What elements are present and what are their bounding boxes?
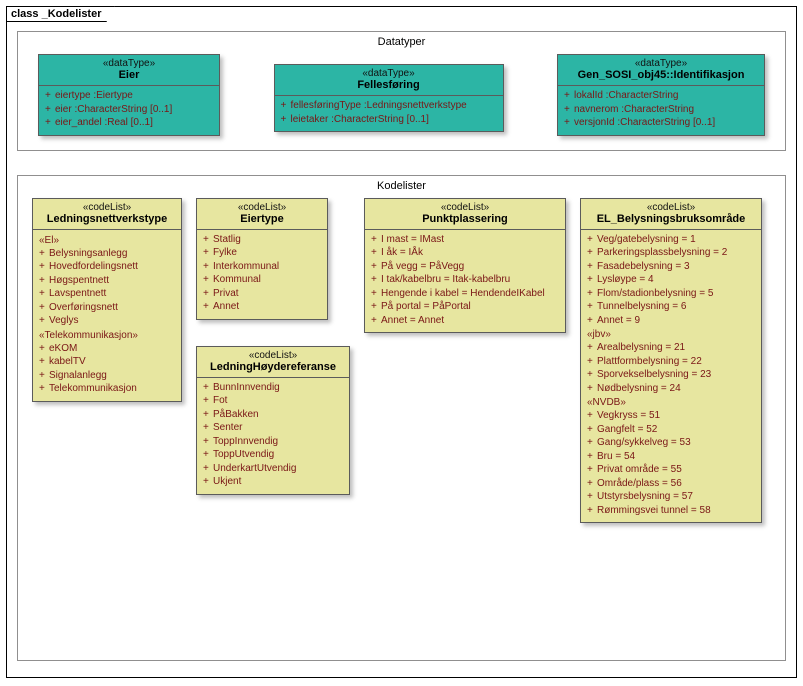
section-datatyper: Datatyper «dataType» Eier +eiertype :Eie…	[17, 31, 786, 151]
item: +kabelTV	[39, 355, 175, 369]
item: +Statlig	[203, 233, 321, 247]
stereotype: «codeList»	[203, 202, 321, 213]
item: +Signalanlegg	[39, 369, 175, 383]
attr: +versjonId :CharacterString [0..1]	[564, 116, 758, 130]
item: +Gang/sykkelveg = 53	[587, 436, 755, 450]
item: +Høgspentnett	[39, 274, 175, 288]
class-name: Fellesføring	[281, 79, 497, 91]
item: +ToppInnvendig	[203, 435, 343, 449]
group-label: «NVDB»	[587, 397, 755, 408]
attr: +leietaker :CharacterString [0..1]	[281, 113, 497, 127]
item: +Ukjent	[203, 475, 343, 489]
item: +Telekommunikasjon	[39, 382, 175, 396]
group-label: «Telekommunikasjon»	[39, 330, 175, 341]
datatype-fellesforing: «dataType» Fellesføring +fellesføringTyp…	[274, 64, 504, 132]
item: +Annet = Annet	[371, 314, 559, 328]
item: +Bru = 54	[587, 450, 755, 464]
item: +Privat område = 55	[587, 463, 755, 477]
item: +I åk = IÅk	[371, 246, 559, 260]
codelist-eiertype: «codeList» Eiertype +Statlig +Fylke +Int…	[196, 198, 328, 320]
item: +Gangfelt = 52	[587, 423, 755, 437]
item: +Overføringsnett	[39, 301, 175, 315]
item: +Privat	[203, 287, 321, 301]
item: +ToppUtvendig	[203, 448, 343, 462]
codelist-row: «codeList» Ledningsnettverkstype «El» +B…	[28, 198, 775, 524]
item: +Hengende i kabel = HendendeIKabel	[371, 287, 559, 301]
codelist-ledningsnettverkstype: «codeList» Ledningsnettverkstype «El» +B…	[32, 198, 182, 402]
stereotype: «codeList»	[39, 202, 175, 213]
codelist-belysningsbruksomrade: «codeList» EL_Belysningsbruksområde +Veg…	[580, 198, 762, 524]
item: +Veglys	[39, 314, 175, 328]
attr: +eier_andel :Real [0..1]	[45, 116, 213, 130]
item: +I mast = IMast	[371, 233, 559, 247]
item: +Flom/stadionbelysning = 5	[587, 287, 755, 301]
item: +Interkommunal	[203, 260, 321, 274]
class-name: EL_Belysningsbruksområde	[587, 213, 755, 225]
group-label: «jbv»	[587, 329, 755, 340]
item: +Hovedfordelingsnett	[39, 260, 175, 274]
item: +Tunnelbelysning = 6	[587, 300, 755, 314]
stereotype: «dataType»	[45, 58, 213, 69]
frame-title-tab: class _Kodelister	[6, 6, 115, 22]
item: +PåBakken	[203, 408, 343, 422]
stereotype: «codeList»	[587, 202, 755, 213]
item: +Kommunal	[203, 273, 321, 287]
item: +Annet = 9	[587, 314, 755, 328]
item: +Område/plass = 56	[587, 477, 755, 491]
item: +Fasadebelysning = 3	[587, 260, 755, 274]
class-name: Punktplassering	[371, 213, 559, 225]
item: +Parkeringsplassbelysning = 2	[587, 246, 755, 260]
item: +I tak/kabelbru = Itak-kabelbru	[371, 273, 559, 287]
class-name: Gen_SOSI_obj45::Identifikasjon	[564, 69, 758, 81]
item: +Fot	[203, 394, 343, 408]
item: +eKOM	[39, 342, 175, 356]
attr: +eier :CharacterString [0..1]	[45, 103, 213, 117]
item: +Belysningsanlegg	[39, 247, 175, 261]
item: +Veg/gatebelysning = 1	[587, 233, 755, 247]
item: +Lavspentnett	[39, 287, 175, 301]
stereotype: «codeList»	[203, 350, 343, 361]
attr: +navnerom :CharacterString	[564, 103, 758, 117]
item: +Sporvekselbelysning = 23	[587, 368, 755, 382]
class-name: Eiertype	[203, 213, 321, 225]
stereotype: «dataType»	[281, 68, 497, 79]
item: +Rømmingsvei tunnel = 58	[587, 504, 755, 518]
section-title: Kodelister	[377, 180, 426, 192]
item: +UnderkartUtvendig	[203, 462, 343, 476]
class-name: Ledningsnettverkstype	[39, 213, 175, 225]
section-title: Datatyper	[378, 36, 426, 48]
item: +På vegg = PåVegg	[371, 260, 559, 274]
codelist-punktplassering: «codeList» Punktplassering +I mast = IMa…	[364, 198, 566, 334]
item: +Plattformbelysning = 22	[587, 355, 755, 369]
datatype-eier: «dataType» Eier +eiertype :Eiertype +eie…	[38, 54, 220, 136]
stereotype: «codeList»	[371, 202, 559, 213]
item: +Fylke	[203, 246, 321, 260]
item: +På portal = PåPortal	[371, 300, 559, 314]
class-name: Eier	[45, 69, 213, 81]
class-diagram-frame: class _Kodelister Datatyper «dataType» E…	[6, 6, 797, 678]
item: +BunnInnvendig	[203, 381, 343, 395]
attr: +eiertype :Eiertype	[45, 89, 213, 103]
item: +Arealbelysning = 21	[587, 341, 755, 355]
attr: +fellesføringType :Ledningsnettverkstype	[281, 99, 497, 113]
item: +Nødbelysning = 24	[587, 382, 755, 396]
datatype-identifikasjon: «dataType» Gen_SOSI_obj45::Identifikasjo…	[557, 54, 765, 136]
item: +Vegkryss = 51	[587, 409, 755, 423]
attr: +lokalId :CharacterString	[564, 89, 758, 103]
codelist-ledninghoyde: «codeList» LedningHøydereferanse +BunnIn…	[196, 346, 350, 495]
group-label: «El»	[39, 235, 175, 246]
item: +Lysløype = 4	[587, 273, 755, 287]
stereotype: «dataType»	[564, 58, 758, 69]
item: +Annet	[203, 300, 321, 314]
item: +Senter	[203, 421, 343, 435]
datatype-row: «dataType» Eier +eiertype :Eiertype +eie…	[28, 54, 775, 136]
class-name: LedningHøydereferanse	[203, 361, 343, 373]
item: +Utstyrsbelysning = 57	[587, 490, 755, 504]
section-kodelister: Kodelister «codeList» Ledningsnettverkst…	[17, 175, 786, 661]
